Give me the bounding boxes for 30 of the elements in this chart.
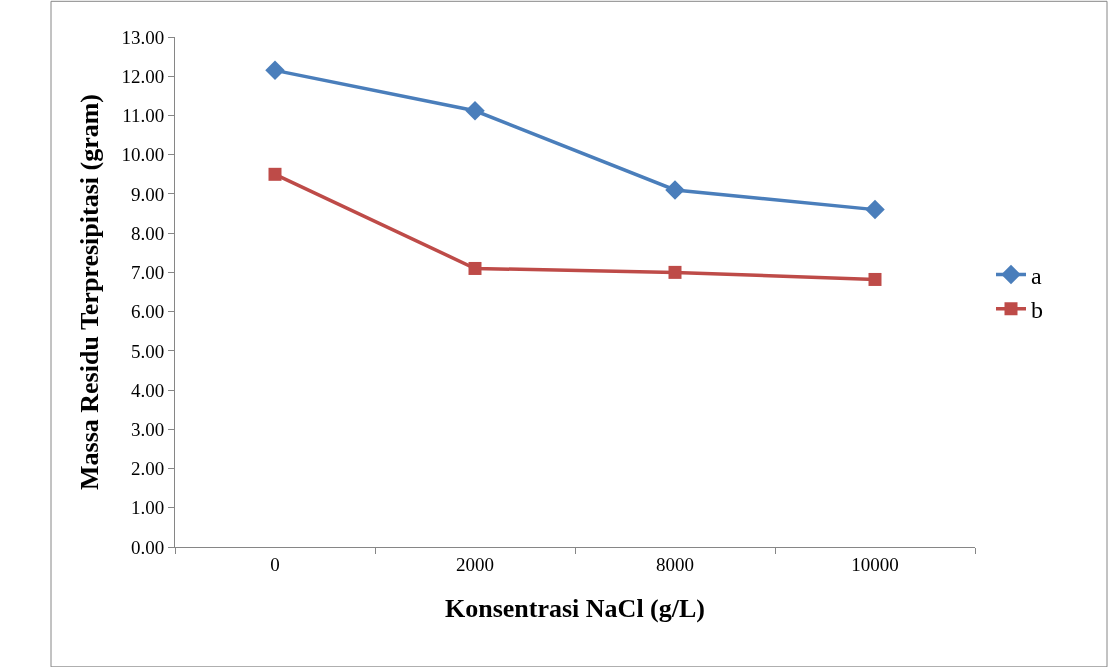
legend-label: a <box>1031 262 1042 289</box>
point <box>268 167 282 181</box>
point <box>468 261 482 275</box>
y-tick-label: 2.00 <box>130 458 165 480</box>
point <box>665 180 685 200</box>
x-tick-label: 8000 <box>656 553 694 575</box>
point <box>868 272 882 286</box>
y-tick-label: 5.00 <box>130 340 165 362</box>
x-tick-label: 2000 <box>456 553 494 575</box>
y-tick-label: 11.00 <box>122 105 165 127</box>
point <box>265 60 285 81</box>
y-tick-label: 0.00 <box>130 536 165 558</box>
y-tick-label: 4.00 <box>130 379 165 401</box>
x-tick-label: 10000 <box>851 553 899 575</box>
y-tick-label: 3.00 <box>130 418 165 440</box>
y-tick-label: 13.00 <box>121 26 165 48</box>
x-tick-label: 0 <box>270 553 280 575</box>
y-tick-label: 6.00 <box>130 301 165 323</box>
legend-label: b <box>1031 297 1043 324</box>
y-tick-label: 10.00 <box>121 144 165 166</box>
y-tick-label: 9.00 <box>130 183 165 205</box>
y-tick-label: 12.00 <box>121 65 165 87</box>
y-axis-title: Massa Residu Terpresipitasi (gram) <box>74 93 104 491</box>
y-tick-label: 8.00 <box>130 222 165 244</box>
point <box>865 199 885 220</box>
point <box>465 101 485 121</box>
x-axis-title: Konsentrasi NaCl (g/L) <box>445 594 705 624</box>
y-tick-label: 7.00 <box>130 262 165 284</box>
point <box>668 265 682 279</box>
y-tick-label: 1.00 <box>130 497 165 519</box>
